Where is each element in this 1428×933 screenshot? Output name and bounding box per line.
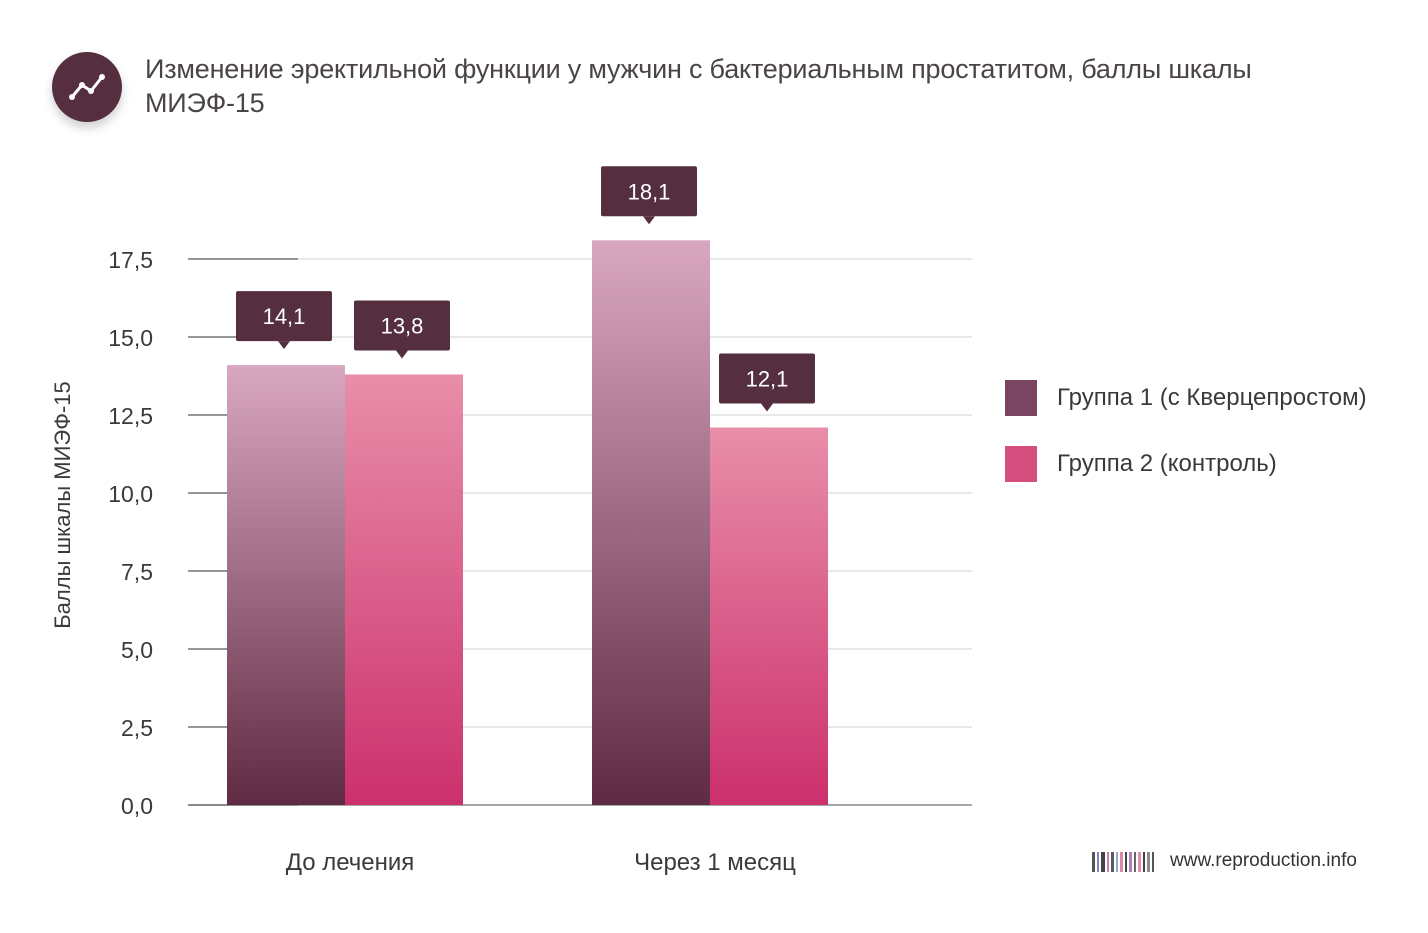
bar-1-1 [227, 365, 345, 805]
legend-item-group1: Группа 1 (с Кверцепростом) [1005, 380, 1367, 416]
y-tick-label: 7,5 [121, 559, 153, 585]
trend-line-icon [52, 52, 122, 122]
data-callout: 18,1 [601, 166, 697, 225]
y-tick-label: 5,0 [121, 637, 153, 663]
bar-2-2 [710, 427, 828, 805]
callout-pointer [643, 216, 655, 225]
barcode-logo-icon [1092, 850, 1156, 872]
y-tick-label: 12,5 [108, 403, 153, 429]
data-callout: 12,1 [719, 353, 815, 412]
legend-swatch-group1 [1005, 380, 1037, 416]
bar-1-2 [592, 240, 710, 805]
site-branding: www.reproduction.info [1092, 850, 1357, 872]
data-callout: 14,1 [236, 291, 332, 350]
y-tick-label: 0,0 [121, 793, 153, 819]
legend-item-group2: Группа 2 (контроль) [1005, 446, 1367, 482]
callout-box [354, 300, 450, 351]
legend-swatch-group2 [1005, 446, 1037, 482]
data-callout: 13,8 [354, 300, 450, 359]
data-label: 14,1 [263, 304, 306, 329]
y-tick-label: 15,0 [108, 325, 153, 351]
data-label: 18,1 [628, 179, 671, 204]
data-label: 12,1 [746, 366, 789, 391]
legend-label-group2: Группа 2 (контроль) [1057, 450, 1277, 477]
chart-title: Изменение эректильной функции у мужчин с… [145, 54, 1252, 118]
callout-pointer [396, 350, 408, 359]
x-tick-label: Через 1 месяц [634, 849, 796, 876]
callout-box [236, 291, 332, 342]
y-tick-label: 17,5 [108, 247, 153, 273]
callout-pointer [761, 403, 773, 412]
bar-2-1 [345, 374, 463, 805]
callout-box [719, 353, 815, 404]
x-tick-label: До лечения [286, 849, 415, 876]
data-label: 13,8 [381, 313, 424, 338]
y-tick-label: 2,5 [121, 715, 153, 741]
callout-box [601, 166, 697, 217]
legend-label-group1: Группа 1 (с Кверцепростом) [1057, 384, 1367, 411]
y-tick-label: 10,0 [108, 481, 153, 507]
site-url: www.reproduction.info [1170, 850, 1357, 871]
legend: Группа 1 (с Кверцепростом) Группа 2 (кон… [1005, 380, 1367, 512]
callout-pointer [278, 341, 290, 350]
bar-chart: 0,0 2,5 5,0 7,5 10,0 12,5 15,0 17,5 14,1 13,8 18,… [108, 166, 972, 876]
